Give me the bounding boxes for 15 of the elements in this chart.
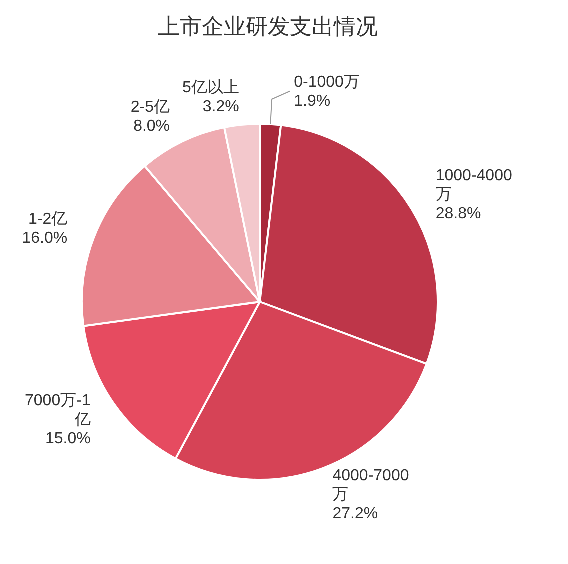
data-label: 27.2% bbox=[332, 506, 378, 523]
chart-title: 上市企业研发支出情况 bbox=[158, 14, 378, 39]
data-label: 1.9% bbox=[294, 92, 331, 110]
slice-label: 1000-4000万 bbox=[436, 168, 512, 204]
data-label: 16.0% bbox=[22, 230, 68, 247]
data-label: 3.2% bbox=[202, 98, 240, 116]
data-label: 15.0% bbox=[45, 430, 91, 448]
data-label: 8.0% bbox=[134, 118, 170, 136]
slice-label: 1-2亿 bbox=[28, 210, 68, 228]
slice-label: 7000万-1亿 bbox=[25, 392, 91, 429]
slice-label: 2-5亿 bbox=[130, 99, 170, 116]
slice-label: 5亿以上 bbox=[182, 78, 240, 97]
slice-label: 0-1000万 bbox=[294, 74, 360, 91]
slice-label: 4000-7000万 bbox=[332, 468, 410, 504]
data-label: 28.8% bbox=[436, 206, 482, 223]
